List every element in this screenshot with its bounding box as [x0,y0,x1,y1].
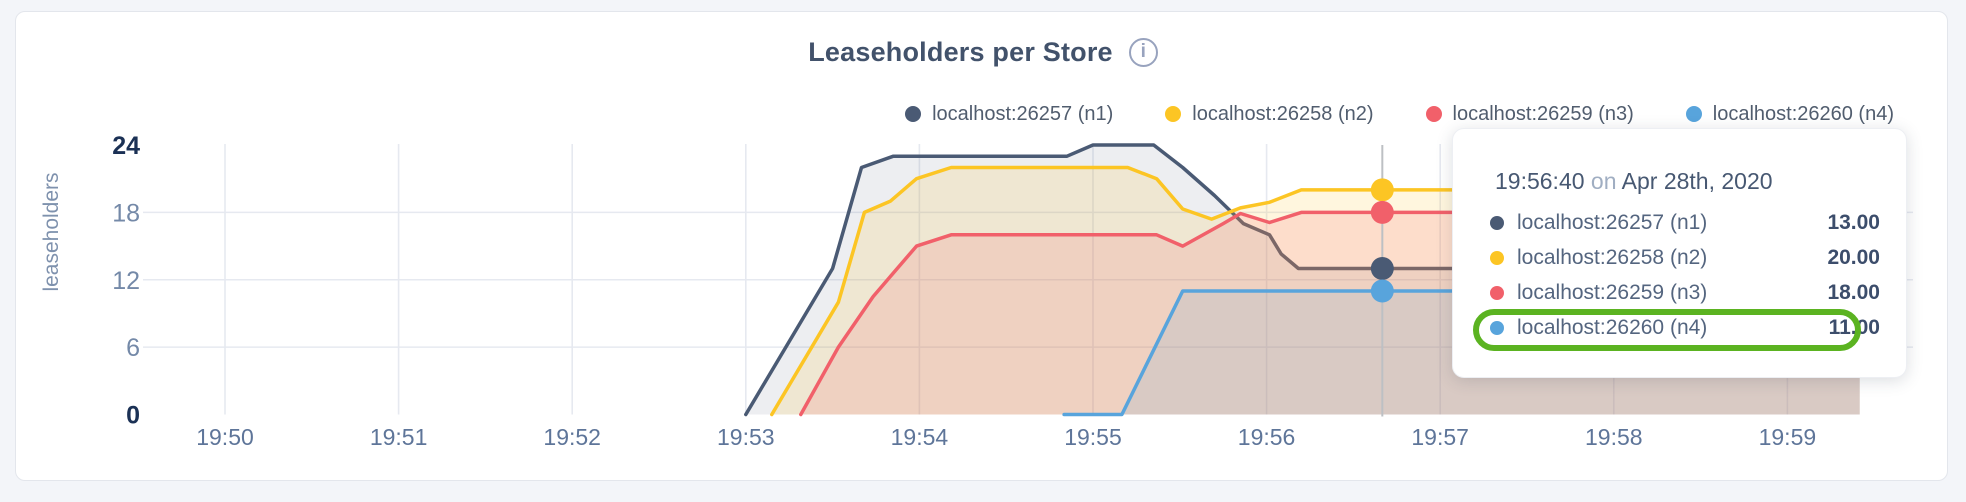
tooltip-row-value: 18.00 [1827,280,1880,304]
tooltip-row-2: localhost:26258 (n2) 20.00 [1453,240,1906,275]
hover-dot-2 [1370,178,1394,202]
legend-label: localhost:26257 (n1) [932,102,1114,125]
tooltip-row-value: 20.00 [1827,245,1880,269]
legend-swatch-icon [1165,106,1182,122]
svg-text:19:57: 19:57 [1411,424,1469,450]
legend-swatch-icon [1685,106,1702,122]
tooltip-row-dot-icon [1490,285,1504,300]
chart-title: Leaseholders per Store [808,36,1113,67]
svg-text:19:53: 19:53 [717,424,775,450]
legend-item-4[interactable]: localhost:26260 (n4) [1685,102,1894,126]
legend-label: localhost:26259 (n3) [1452,102,1634,125]
tooltip-row-dot-icon [1490,250,1504,265]
tooltip-rows: localhost:26257 (n1) 13.00 localhost:26258… [1453,205,1906,345]
legend-item-2[interactable]: localhost:26258 (n2) [1165,102,1374,126]
x-axis-labels: 19:50 19:51 19:52 19:53 19:54 19:55 19:56 19:57… [196,424,1816,450]
hover-dot-4 [1370,279,1394,303]
tooltip-row-dot-icon [1490,320,1504,335]
tooltip-row-label: localhost:26259 (n3) [1517,280,1708,304]
tooltip-row-label: localhost:26258 (n2) [1517,245,1708,269]
legend: localhost:26257 (n1) localhost:26258 (n2)… [905,101,1894,127]
legend-label: localhost:26260 (n4) [1712,102,1894,125]
svg-text:18: 18 [112,199,140,227]
svg-text:19:58: 19:58 [1585,424,1643,450]
tooltip-row-3: localhost:26259 (n3) 18.00 [1453,275,1906,310]
tooltip-date: Apr 28th, 2020 [1621,168,1773,194]
svg-text:19:59: 19:59 [1759,424,1817,450]
tooltip-row-value: 13.00 [1827,210,1880,234]
svg-text:19:55: 19:55 [1064,424,1122,450]
svg-text:19:56: 19:56 [1238,424,1296,450]
hover-tooltip: 19:56:40 on Apr 28th, 2020 localhost:262… [1452,128,1907,378]
tooltip-row-4: localhost:26260 (n4) 11.00 [1453,310,1906,345]
tooltip-time: 19:56:40 [1495,168,1585,194]
legend-item-1[interactable]: localhost:26257 (n1) [905,103,1113,126]
svg-text:6: 6 [126,334,140,362]
svg-text:24: 24 [112,132,140,160]
legend-swatch-icon [905,106,922,122]
svg-text:19:52: 19:52 [543,424,601,450]
svg-text:19:54: 19:54 [891,424,949,450]
tooltip-conj: on [1590,168,1617,194]
legend-item-3[interactable]: localhost:26259 (n3) [1425,102,1634,126]
svg-text:19:50: 19:50 [196,424,254,450]
chart-header: Leaseholders per Store i [0,34,1966,70]
tooltip-row-label: localhost:26257 (n1) [1517,210,1708,234]
y-axis-labels: 0 6 12 18 24 [112,132,140,429]
tooltip-row-label: localhost:26260 (n4) [1517,315,1708,339]
y-axis-title: leaseholders [40,172,63,291]
info-icon[interactable]: i [1128,37,1158,67]
svg-text:12: 12 [112,267,140,295]
tooltip-row-1: localhost:26257 (n1) 13.00 [1453,205,1906,240]
svg-text:19:51: 19:51 [370,424,428,450]
hover-dot-3 [1370,200,1394,224]
hover-dot-1 [1370,257,1394,281]
legend-label: localhost:26258 (n2) [1192,102,1374,125]
svg-text:0: 0 [126,402,140,430]
tooltip-row-dot-icon [1490,215,1504,230]
tooltip-header: 19:56:40 on Apr 28th, 2020 [1495,166,1906,196]
legend-swatch-icon [1425,106,1442,122]
tooltip-row-value: 11.00 [1828,315,1880,339]
